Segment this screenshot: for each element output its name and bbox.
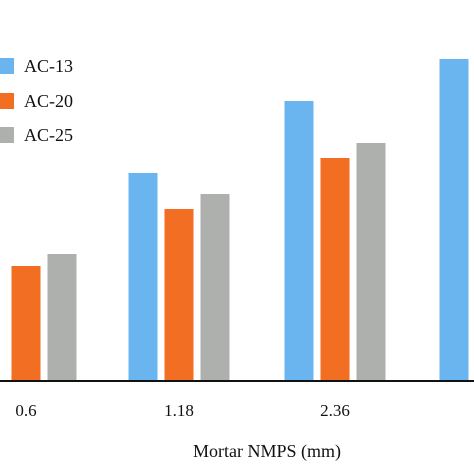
legend: AC-13 AC-20 AC-25 [0, 56, 73, 145]
legend-swatch-ac-25 [0, 127, 14, 143]
x-tick-label: 0.6 [15, 401, 36, 420]
bar-ac-20-0.6 [11, 266, 41, 380]
legend-label-ac-20: AC-20 [24, 91, 73, 111]
bar-ac-13-2.36 [284, 101, 314, 380]
x-axis-title: Mortar NMPS (mm) [193, 441, 341, 462]
legend-label-ac-25: AC-25 [24, 125, 73, 145]
bar-ac-20-2.36 [320, 158, 350, 380]
bars-group [11, 59, 469, 380]
bar-ac-25-1.18 [200, 194, 230, 380]
legend-label-ac-13: AC-13 [24, 56, 73, 76]
x-tick-label: 2.36 [320, 401, 350, 420]
bar-ac-25-0.6 [47, 254, 77, 380]
bar-ac-13-cat3 [439, 59, 469, 380]
legend-swatch-ac-20 [0, 93, 14, 109]
x-tick-labels: 0.6 1.18 2.36 [15, 401, 350, 420]
x-tick-label: 1.18 [164, 401, 194, 420]
bar-ac-13-1.18 [128, 173, 158, 380]
bar-ac-25-2.36 [356, 143, 386, 380]
bar-ac-20-1.18 [164, 209, 194, 380]
legend-swatch-ac-13 [0, 58, 14, 74]
